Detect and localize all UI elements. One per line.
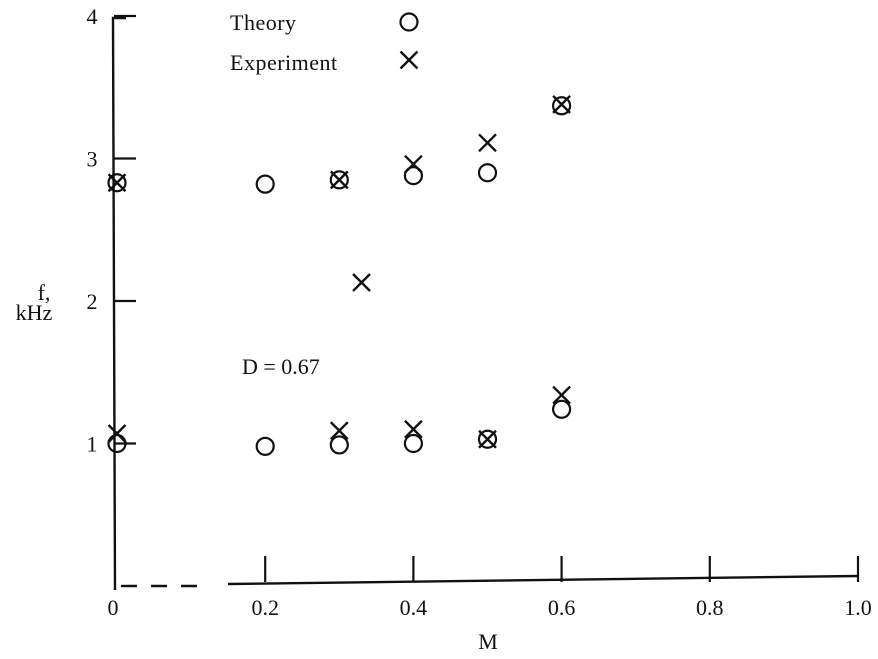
experiment-point-4: [553, 96, 570, 113]
marks: [109, 96, 571, 455]
x-tick-label-0.6: 0.6: [548, 595, 576, 620]
x-axis-label: M: [478, 629, 498, 654]
series-experiment: [109, 96, 571, 448]
y-tick-label-3: 3: [87, 147, 98, 172]
legend-label-theory: Theory: [230, 10, 297, 35]
experiment-point-9: [479, 431, 496, 448]
experiment-point-6: [109, 425, 126, 442]
experiment-point-3: [479, 134, 496, 151]
x-tick-label-1.0: 1.0: [844, 595, 872, 620]
theory-point-9: [405, 435, 422, 452]
legend-marker-experiment: [401, 52, 418, 69]
x-tick-label-0.4: 0.4: [400, 595, 428, 620]
experiment-point-5: [353, 274, 370, 291]
series-theory: [109, 97, 571, 455]
experiment-point-2: [405, 156, 422, 173]
x-tick-label-0.8: 0.8: [696, 595, 724, 620]
theory-point-4: [479, 164, 496, 181]
theory-point-7: [257, 438, 274, 455]
axes: [113, 18, 858, 590]
y-tick-label-2: 2: [87, 289, 98, 314]
theory-point-11: [553, 401, 570, 418]
theory-point-1: [257, 176, 274, 193]
y-tick-label-1: 1: [87, 432, 98, 457]
x-tick-label-0.2: 0.2: [251, 595, 279, 620]
theory-point-8: [331, 436, 348, 453]
x-tick-label-0: 0: [108, 595, 119, 620]
y-axis-line: [113, 18, 126, 590]
experiment-point-1: [331, 171, 348, 188]
ticks: [114, 16, 858, 582]
y-axis-label-line-2: kHz: [16, 300, 53, 325]
legend-label-experiment: Experiment: [230, 50, 338, 75]
experiment-point-0: [109, 174, 126, 191]
legend-marker-theory: [401, 14, 418, 31]
legend: Theory Experiment: [230, 10, 418, 75]
annotation-d-value: D = 0.67: [242, 354, 320, 379]
x-axis-line: [228, 576, 858, 584]
y-tick-label-4: 4: [87, 4, 98, 29]
